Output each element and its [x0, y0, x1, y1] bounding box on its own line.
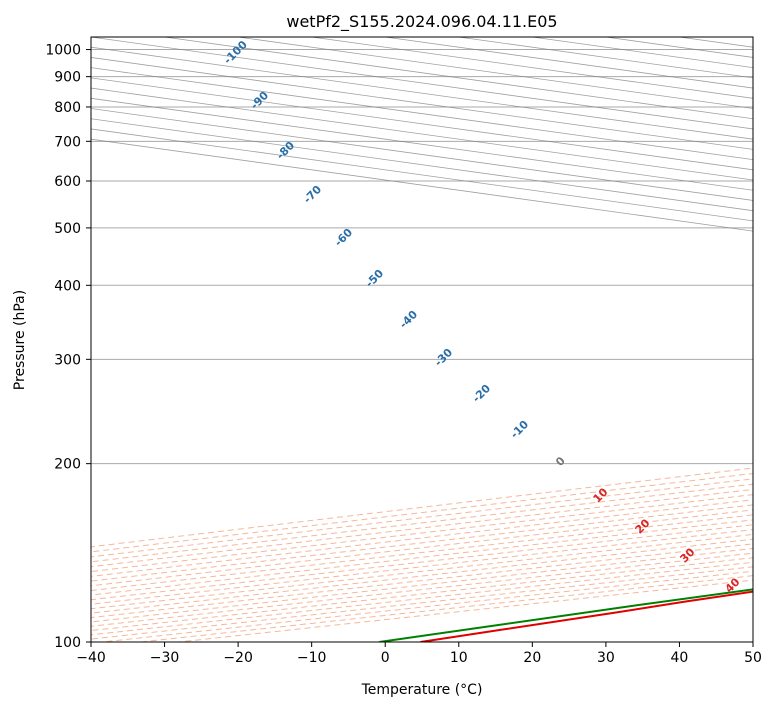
isotherm-line	[91, 118, 753, 212]
x-tick-label: −40	[76, 650, 106, 666]
tick-layer: −40 −30 −20 −10 0 10 20 30 40 50 100 200 300 400 500 60…	[45, 43, 762, 666]
y-tick-label: 1000	[45, 43, 81, 59]
isotherm-line	[91, 77, 753, 171]
y-tick-label: 500	[54, 221, 81, 237]
y-tick-label: 800	[54, 100, 81, 116]
isotherm-line	[91, 46, 753, 140]
plot-frame	[90, 36, 754, 643]
chart-title: wetPf2_S155.2024.096.04.11.E05	[286, 12, 557, 32]
isotherm-line	[91, 108, 753, 201]
isotherm-line	[91, 87, 753, 181]
x-tick-label: 50	[744, 650, 762, 666]
y-tick-label: 900	[54, 70, 81, 86]
x-tick-label: 40	[671, 650, 689, 666]
isotherm-line	[91, 67, 753, 160]
y-tick-label: 700	[54, 134, 81, 150]
x-tick-label: −20	[223, 650, 253, 666]
x-tick-label: −10	[297, 650, 327, 666]
x-tick-label: 20	[523, 650, 541, 666]
x-tick-label: 10	[450, 650, 468, 666]
y-tick-label: 400	[54, 278, 81, 294]
y-tick-label: 300	[54, 352, 81, 368]
x-axis-title: Temperature (°C)	[361, 682, 483, 698]
isotherm-line	[91, 97, 753, 191]
y-tick-label: 200	[54, 457, 81, 473]
isotherm-line	[91, 57, 753, 150]
x-tick-label: −30	[150, 650, 180, 666]
x-tick-label: 0	[381, 650, 390, 666]
isotherm-line	[91, 128, 753, 222]
y-tick-label: 100	[54, 635, 81, 651]
background-lines-layer	[91, 37, 753, 642]
y-tick-label: 600	[54, 174, 81, 190]
y-axis-title: Pressure (hPa)	[12, 290, 28, 390]
x-tick-label: 30	[597, 650, 615, 666]
grid-layer	[91, 49, 753, 642]
